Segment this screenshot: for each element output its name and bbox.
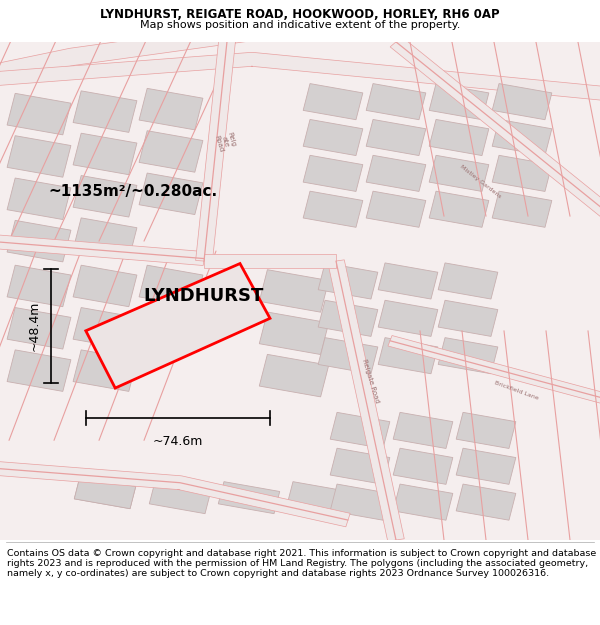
Polygon shape xyxy=(492,191,552,228)
Polygon shape xyxy=(0,461,350,527)
Polygon shape xyxy=(388,336,600,406)
Polygon shape xyxy=(74,477,136,509)
Text: Reigate Road: Reigate Road xyxy=(361,358,380,403)
Polygon shape xyxy=(74,477,136,509)
Polygon shape xyxy=(492,119,552,156)
Polygon shape xyxy=(7,136,71,178)
Polygon shape xyxy=(73,350,137,391)
Polygon shape xyxy=(429,156,489,191)
Polygon shape xyxy=(287,482,349,514)
Text: Map shows position and indicative extent of the property.: Map shows position and indicative extent… xyxy=(140,20,460,30)
Polygon shape xyxy=(139,173,203,214)
Text: Reig
ate
Road: Reig ate Road xyxy=(214,131,236,152)
Polygon shape xyxy=(390,37,600,221)
Polygon shape xyxy=(330,412,390,449)
Polygon shape xyxy=(139,265,203,307)
Polygon shape xyxy=(378,263,438,299)
Polygon shape xyxy=(366,119,426,156)
Polygon shape xyxy=(73,308,137,349)
Polygon shape xyxy=(149,482,211,514)
Text: ~48.4m: ~48.4m xyxy=(28,301,41,351)
Polygon shape xyxy=(7,221,71,262)
Polygon shape xyxy=(204,254,336,268)
Polygon shape xyxy=(73,265,137,307)
Polygon shape xyxy=(378,338,438,374)
Polygon shape xyxy=(7,350,71,391)
Polygon shape xyxy=(393,448,453,484)
Polygon shape xyxy=(7,265,71,307)
Polygon shape xyxy=(429,84,489,120)
Polygon shape xyxy=(0,23,254,80)
Polygon shape xyxy=(303,119,363,156)
Polygon shape xyxy=(0,234,205,266)
Polygon shape xyxy=(330,448,390,484)
Polygon shape xyxy=(456,412,516,449)
Text: ~74.6m: ~74.6m xyxy=(153,436,203,448)
Polygon shape xyxy=(393,484,453,520)
Polygon shape xyxy=(259,354,329,397)
Polygon shape xyxy=(330,484,390,520)
Polygon shape xyxy=(139,131,203,173)
Polygon shape xyxy=(366,156,426,191)
Polygon shape xyxy=(366,191,426,228)
Polygon shape xyxy=(86,264,270,388)
Polygon shape xyxy=(73,133,137,175)
Polygon shape xyxy=(366,84,426,120)
Text: Mistley Gardens: Mistley Gardens xyxy=(458,164,502,199)
Text: Contains OS data © Crown copyright and database right 2021. This information is : Contains OS data © Crown copyright and d… xyxy=(7,549,596,578)
Polygon shape xyxy=(393,412,453,449)
Polygon shape xyxy=(456,448,516,484)
Text: ~1135m²/~0.280ac.: ~1135m²/~0.280ac. xyxy=(48,184,217,199)
Polygon shape xyxy=(259,312,329,354)
Polygon shape xyxy=(429,191,489,228)
Polygon shape xyxy=(318,338,378,374)
Polygon shape xyxy=(7,308,71,349)
Polygon shape xyxy=(492,156,552,191)
Polygon shape xyxy=(139,88,203,130)
Polygon shape xyxy=(438,300,498,336)
Polygon shape xyxy=(73,176,137,217)
Polygon shape xyxy=(7,93,71,135)
Text: LYNDHURST: LYNDHURST xyxy=(144,287,264,305)
Polygon shape xyxy=(303,191,363,228)
Polygon shape xyxy=(429,119,489,156)
Polygon shape xyxy=(7,178,71,219)
Polygon shape xyxy=(492,84,552,120)
Polygon shape xyxy=(318,300,378,336)
Polygon shape xyxy=(139,308,203,349)
Polygon shape xyxy=(0,52,600,101)
Polygon shape xyxy=(196,31,236,262)
Polygon shape xyxy=(318,263,378,299)
Polygon shape xyxy=(456,484,516,520)
Text: LYNDHURST, REIGATE ROAD, HOOKWOOD, HORLEY, RH6 0AP: LYNDHURST, REIGATE ROAD, HOOKWOOD, HORLE… xyxy=(100,8,500,21)
Polygon shape xyxy=(438,338,498,374)
Polygon shape xyxy=(218,482,280,514)
Polygon shape xyxy=(259,270,329,312)
Polygon shape xyxy=(303,156,363,191)
Polygon shape xyxy=(73,218,137,259)
Polygon shape xyxy=(328,260,404,541)
Polygon shape xyxy=(378,300,438,336)
Polygon shape xyxy=(303,84,363,120)
Text: Brickfield Lane: Brickfield Lane xyxy=(493,380,539,401)
Polygon shape xyxy=(73,91,137,132)
Polygon shape xyxy=(438,263,498,299)
